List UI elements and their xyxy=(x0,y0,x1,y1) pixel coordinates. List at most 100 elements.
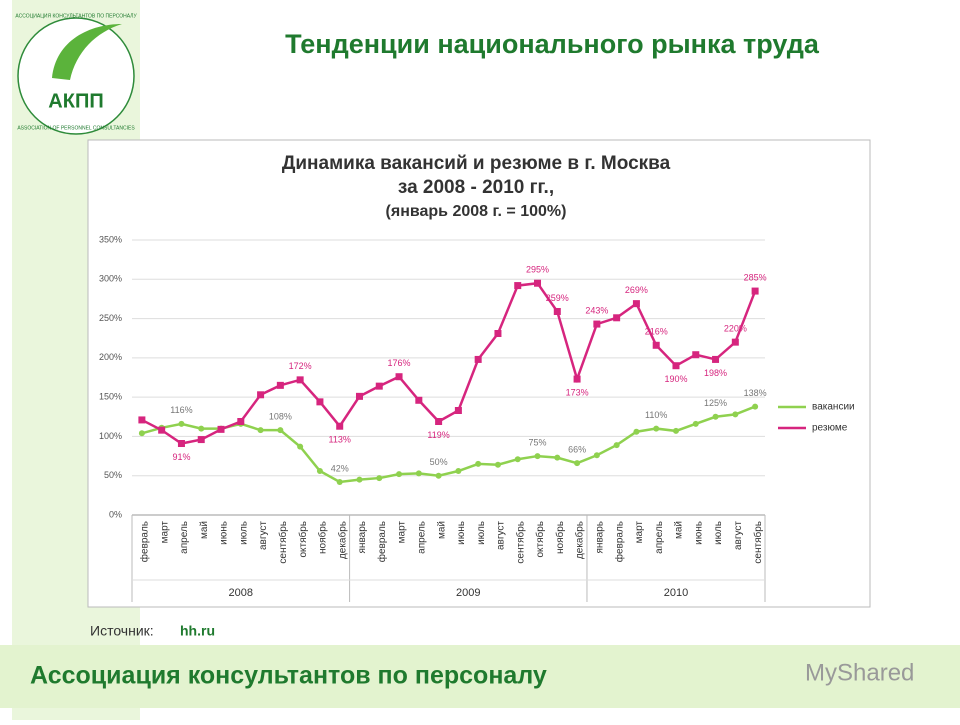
chart-title: Динамика вакансий и резюме в г. Москва xyxy=(282,153,671,174)
marker xyxy=(534,279,542,287)
legend-label: резюме xyxy=(812,423,848,434)
data-label: 119% xyxy=(427,430,449,440)
x-tick-label: ноябрь xyxy=(317,521,329,554)
marker xyxy=(454,407,462,414)
marker xyxy=(712,413,719,420)
data-label: 243% xyxy=(585,305,608,315)
marker xyxy=(435,472,442,479)
marker xyxy=(415,470,422,477)
marker xyxy=(177,440,185,447)
x-tick-label: март xyxy=(634,521,645,544)
data-label: 173% xyxy=(566,387,589,397)
y-tick-label: 0% xyxy=(109,509,122,519)
x-tick-label: июль xyxy=(713,521,724,545)
x-tick-label: август xyxy=(496,521,507,550)
marker xyxy=(752,403,759,410)
marker xyxy=(356,476,363,483)
y-tick-label: 300% xyxy=(99,274,122,284)
x-tick-label: февраль xyxy=(376,521,388,562)
data-label: 285% xyxy=(744,272,767,282)
data-label: 216% xyxy=(645,327,668,337)
marker xyxy=(257,427,264,434)
slide-title: Тенденции национального рынка труда xyxy=(285,29,820,59)
x-tick-label: декабрь xyxy=(574,521,586,559)
chart-frame xyxy=(87,139,871,608)
y-tick-label: 50% xyxy=(104,470,122,480)
x-tick-label: апрель xyxy=(654,521,665,554)
chart-title: (январь 2008 г. = 100%) xyxy=(386,203,567,220)
legend-label: вакансии xyxy=(812,402,855,413)
data-label: 198% xyxy=(704,368,727,378)
marker xyxy=(198,425,205,432)
marker xyxy=(257,391,265,399)
x-tick-label: апрель xyxy=(416,521,427,554)
x-tick-label: март xyxy=(159,521,170,544)
marker xyxy=(692,351,700,359)
footer-text: Ассоциация консультантов по персоналу xyxy=(30,662,547,690)
logo-text: АКПП xyxy=(48,90,103,112)
x-tick-label: июнь xyxy=(693,521,704,545)
marker xyxy=(376,475,383,482)
x-tick-label: февраль xyxy=(139,521,151,562)
x-tick-label: март xyxy=(397,521,408,544)
data-label: 113% xyxy=(329,435,351,445)
marker xyxy=(296,376,304,384)
x-tick-label: май xyxy=(199,521,210,539)
data-label: 269% xyxy=(625,285,648,295)
marker xyxy=(277,427,284,434)
marker xyxy=(593,320,601,328)
source-value: hh.ru xyxy=(180,623,215,639)
marker xyxy=(237,418,245,425)
x-tick-label: июль xyxy=(476,521,487,545)
marker xyxy=(632,300,640,308)
marker xyxy=(138,430,145,437)
x-tick-label: октябрь xyxy=(534,521,546,558)
data-label: 259% xyxy=(546,293,569,303)
x-tick-label: август xyxy=(258,521,269,550)
marker xyxy=(553,308,561,315)
x-tick-label: июль xyxy=(238,521,249,545)
marker xyxy=(435,418,443,425)
marker xyxy=(712,355,720,363)
x-tick-label: январь xyxy=(595,521,606,553)
marker xyxy=(217,425,225,433)
marker xyxy=(316,398,324,406)
marker xyxy=(336,422,344,430)
marker xyxy=(574,460,581,467)
y-tick-label: 350% xyxy=(99,234,122,244)
chart-title: за 2008 - 2010 гг., xyxy=(398,177,554,198)
data-label: 42% xyxy=(331,463,349,473)
marker xyxy=(692,420,699,427)
x-tick-label: февраль xyxy=(613,521,625,562)
data-label: 116% xyxy=(170,405,192,415)
data-label: 108% xyxy=(269,412,292,422)
marker xyxy=(474,355,482,363)
marker xyxy=(494,461,501,468)
marker xyxy=(514,282,522,290)
data-label: 138% xyxy=(744,388,767,398)
marker xyxy=(731,338,739,346)
data-label: 190% xyxy=(664,374,687,384)
logo-ring xyxy=(17,17,135,135)
marker xyxy=(751,287,759,295)
logo: АКПП АССОЦИАЦИЯ КОНСУЛЬТАНТОВ ПО ПЕРСОНА… xyxy=(15,13,137,135)
x-tick-label: сентябрь xyxy=(277,521,289,564)
data-label: 66% xyxy=(568,445,586,455)
marker xyxy=(514,456,521,463)
marker xyxy=(554,454,561,461)
marker xyxy=(613,442,620,449)
marker xyxy=(593,452,600,459)
x-tick-label: август xyxy=(733,521,744,550)
marker xyxy=(316,468,323,474)
data-label: 172% xyxy=(289,361,312,371)
watermark: MyShared xyxy=(805,659,914,686)
x-tick-label: сентябрь xyxy=(752,521,764,564)
chart: Динамика вакансий и резюме в г. Москва за… xyxy=(99,153,855,602)
marker xyxy=(455,468,462,474)
marker xyxy=(138,416,146,424)
x-tick-label: декабрь xyxy=(336,521,348,559)
marker xyxy=(633,428,640,435)
data-label: 220% xyxy=(724,324,747,334)
marker xyxy=(355,392,363,400)
